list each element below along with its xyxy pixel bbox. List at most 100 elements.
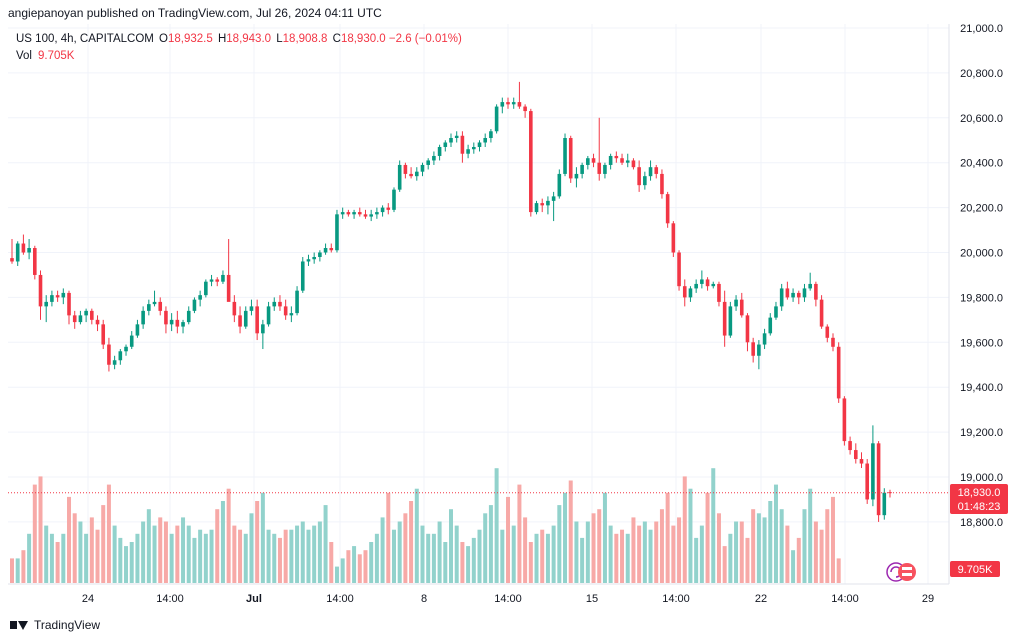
candle	[232, 295, 237, 323]
volume-bar	[517, 484, 522, 583]
time-tick-label: 14:00	[831, 593, 859, 605]
candle	[340, 207, 345, 219]
volume-bar	[677, 517, 682, 583]
volume-bar	[540, 529, 545, 583]
candle	[739, 292, 744, 318]
volume-bar	[186, 525, 191, 583]
candle	[420, 162, 425, 177]
candle	[677, 250, 681, 291]
volume-bar	[363, 550, 368, 583]
candle	[90, 308, 94, 325]
volume-bar	[72, 513, 77, 583]
price-tick-label: 19,800.0	[960, 292, 1003, 304]
volume-bar	[386, 492, 391, 583]
volume-tag: 9.705K	[950, 561, 1000, 577]
high-value: 18,943.0	[226, 33, 272, 45]
candle	[27, 239, 31, 260]
low-label: L	[276, 33, 283, 45]
volume-bar	[352, 546, 357, 583]
candle	[506, 97, 510, 109]
candle	[221, 270, 225, 284]
candle	[483, 133, 488, 147]
candle	[831, 333, 835, 352]
candle	[603, 162, 607, 179]
volume-bar	[300, 521, 305, 583]
volume-bar	[534, 533, 539, 583]
volume-bar	[10, 558, 14, 583]
volume-bar	[67, 496, 72, 583]
time-tick-label: 14:00	[156, 593, 184, 605]
candle	[15, 241, 20, 266]
candle	[226, 239, 231, 302]
volume-bar	[277, 537, 282, 583]
volume-bar	[32, 484, 37, 583]
price-tick-label: 19,600.0	[960, 337, 1003, 349]
volume-bar	[585, 521, 590, 583]
candle	[403, 162, 408, 179]
candle	[643, 171, 647, 190]
volume-bar	[163, 521, 168, 583]
volume-bar	[84, 533, 89, 583]
brand-name: TradingView	[34, 618, 101, 632]
volume-bar	[568, 480, 573, 583]
volume-bar	[181, 517, 186, 583]
volume-bar	[198, 529, 203, 583]
volume-bar	[112, 525, 117, 583]
volume-bar	[203, 533, 208, 583]
volume-bar	[391, 529, 396, 583]
volume-bar	[728, 533, 733, 583]
candle	[563, 133, 567, 177]
vol-label[interactable]: Vol	[16, 50, 32, 62]
volume-bar	[118, 537, 123, 583]
candle	[774, 301, 778, 320]
time-axis[interactable]: 24 14:00 Jul 14:00 8 14:00 15 14:00 22 14:00 29	[82, 593, 934, 605]
volume-bar	[141, 521, 146, 583]
volume-bar	[819, 529, 824, 583]
candle	[671, 221, 676, 257]
candle	[266, 301, 271, 327]
volume-text: 9.705K	[958, 564, 994, 576]
candle	[397, 160, 402, 192]
candle	[198, 290, 202, 307]
symbol-name[interactable]: US 100, 4h, CAPITALCOM	[16, 33, 154, 45]
volume-bar	[659, 509, 664, 583]
volume-bar	[620, 529, 625, 583]
volume-bar	[637, 525, 642, 583]
candle	[147, 299, 151, 316]
volume-bar	[483, 513, 488, 583]
candle	[67, 290, 71, 325]
candle	[135, 319, 140, 338]
volume-bar	[266, 529, 271, 583]
candle	[734, 295, 738, 311]
candle	[454, 131, 459, 143]
flag-icon[interactable]	[898, 563, 916, 581]
price-axis[interactable]: 21,000.0 20,800.0 20,600.0 20,400.0 20,200.0…	[960, 23, 1003, 529]
footer-brand[interactable]: TradingView	[10, 618, 100, 632]
volume-bar	[488, 505, 493, 583]
volume-bar	[500, 529, 505, 583]
candle	[318, 250, 322, 262]
volume-bar	[312, 525, 317, 583]
volume-bar	[49, 533, 54, 583]
candle	[414, 167, 419, 181]
close-value: 18,930.0	[340, 33, 386, 45]
candle	[494, 104, 499, 134]
volume-bar	[78, 521, 83, 583]
time-tick-label: 14:00	[494, 593, 522, 605]
volume-bar	[705, 492, 710, 583]
candle	[101, 319, 106, 350]
price-tick-label: 20,000.0	[960, 248, 1003, 260]
volume-bar	[699, 525, 704, 583]
volume-bar	[283, 529, 288, 583]
volume-bar	[454, 525, 459, 583]
candle	[694, 279, 698, 293]
volume-bar	[243, 533, 248, 583]
open-value: 18,932.5	[168, 33, 213, 45]
volume-bar	[260, 492, 265, 583]
candle	[312, 252, 316, 264]
candle	[591, 153, 596, 168]
candle	[848, 436, 852, 455]
candle	[859, 452, 864, 469]
candle	[660, 169, 664, 199]
